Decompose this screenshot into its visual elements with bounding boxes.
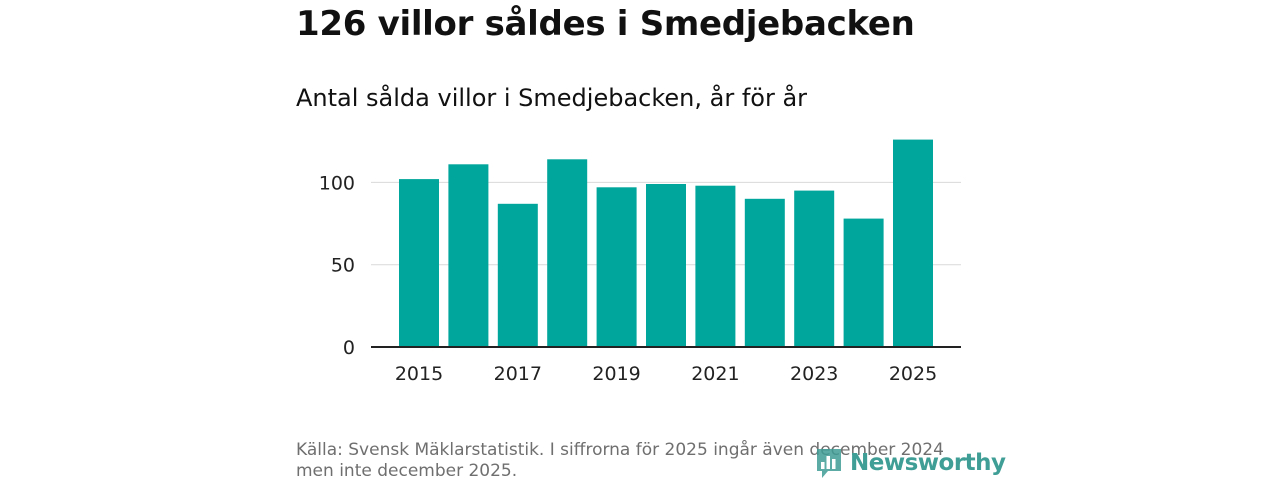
x-tick-label-2019: 2019	[592, 363, 640, 385]
newsworthy-logo: Newsworthy	[814, 446, 1006, 480]
chart-title: 126 villor såldes i Smedjebacken	[296, 4, 915, 44]
bar-2019	[596, 187, 637, 347]
logo-text: Newsworthy	[850, 450, 1006, 476]
x-tick-label-2023: 2023	[790, 363, 838, 385]
x-tick-label-2015: 2015	[395, 363, 443, 385]
x-tick-label-2021: 2021	[691, 363, 739, 385]
y-tick-label-50: 50	[331, 255, 355, 277]
bar-2018	[547, 159, 588, 347]
chart-subtitle: Antal sålda villor i Smedjebacken, år fö…	[296, 84, 808, 112]
bar-2025	[893, 139, 933, 347]
bars	[399, 139, 933, 347]
x-tick-label-2025: 2025	[889, 363, 937, 385]
y-axis: 0 50 100	[319, 172, 355, 359]
bar-2024	[843, 218, 884, 347]
bar-chart-speech-bubble-icon	[817, 449, 841, 478]
bar-2015	[399, 179, 439, 347]
y-tick-label-100: 100	[319, 172, 355, 194]
x-axis: 2015 2017 2019 2021 2023 2025	[395, 363, 937, 385]
bar-2022	[744, 198, 785, 347]
bar-2023	[794, 190, 835, 347]
y-tick-label-0: 0	[343, 337, 355, 359]
bar-2021	[695, 185, 736, 347]
bar-2017	[497, 203, 538, 347]
bar-2016	[448, 164, 489, 347]
x-tick-label-2017: 2017	[494, 363, 542, 385]
bar-2020	[646, 184, 686, 347]
bar-chart: 0 50 100 2015 2017 2019 2021 2023 2025	[319, 139, 961, 385]
source-note: Källa: Svensk Mäklarstatistik. I siffror…	[296, 440, 944, 481]
